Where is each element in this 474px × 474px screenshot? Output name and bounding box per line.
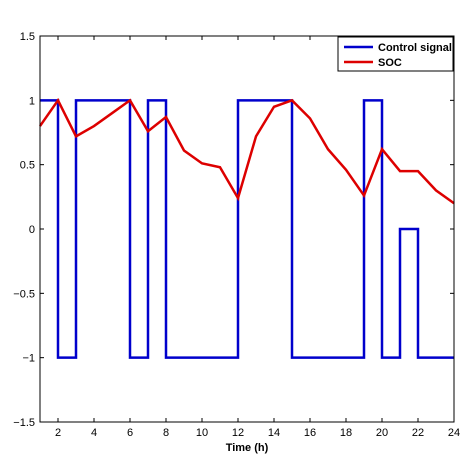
legend: Control signal SOC [337, 36, 454, 72]
legend-box [337, 36, 454, 72]
y-tick-label: −0.5 [13, 288, 35, 300]
plot-area [40, 36, 454, 422]
y-tick-label: −1 [22, 353, 35, 365]
legend-label-control-signal: Control signal [378, 42, 452, 54]
x-tick-label: 6 [127, 427, 133, 439]
y-tick-label: 1.5 [20, 31, 35, 43]
x-tick-label: 22 [412, 427, 424, 439]
x-axis-label: Time (h) [226, 442, 269, 454]
y-tick-label: 0 [29, 224, 35, 236]
y-tick-label: −1.5 [13, 417, 35, 429]
x-tick-label: 12 [232, 427, 244, 439]
x-tick-label: 20 [376, 427, 388, 439]
tick-labels: 2 4 6 8 10 12 14 16 18 20 22 24−1.5−1−0.500.511.5 [13, 31, 460, 439]
plot-frame [39, 35, 455, 423]
x-tick-label: 4 [91, 427, 97, 439]
legend-label-soc: SOC [378, 57, 402, 69]
series-line-soc [38, 97, 455, 205]
x-tick-label: 18 [340, 427, 352, 439]
series-line-control-signal [40, 99, 454, 359]
x-tick-label: 10 [196, 427, 208, 439]
x-tick-label: 24 [448, 427, 460, 439]
x-tick-label: 14 [268, 427, 280, 439]
y-tick-label: 1 [29, 95, 35, 107]
y-tick-label: 0.5 [20, 160, 35, 172]
x-tick-label: 8 [163, 427, 169, 439]
series-layer [38, 97, 455, 359]
x-tick-label: 16 [304, 427, 316, 439]
x-tick-label: 2 [55, 427, 61, 439]
